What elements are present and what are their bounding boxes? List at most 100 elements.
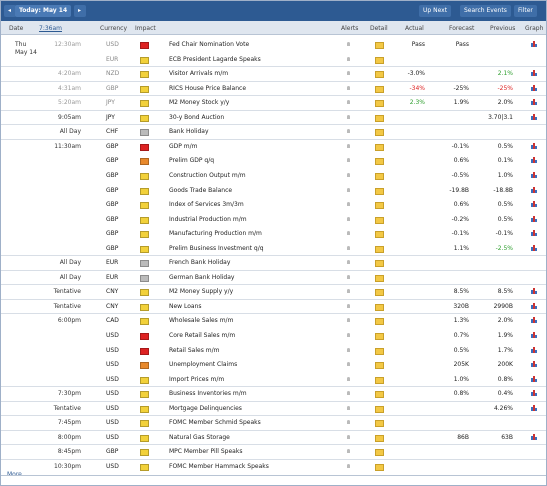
graph-icon[interactable]	[531, 84, 537, 91]
graph-icon[interactable]	[531, 302, 537, 309]
alert-icon[interactable]	[347, 245, 350, 250]
detail-icon[interactable]	[375, 187, 384, 195]
alert-icon[interactable]	[347, 420, 350, 425]
detail-icon[interactable]	[375, 56, 384, 64]
event-title[interactable]: Natural Gas Storage	[169, 433, 230, 441]
alert-icon[interactable]	[347, 434, 350, 439]
alert-icon[interactable]	[347, 42, 350, 46]
event-title[interactable]: French Bank Holiday	[169, 259, 231, 267]
detail-icon[interactable]	[375, 143, 384, 151]
detail-icon[interactable]	[375, 318, 384, 326]
alert-icon[interactable]	[347, 129, 350, 134]
detail-icon[interactable]	[375, 172, 384, 180]
detail-icon[interactable]	[375, 347, 384, 355]
event-title[interactable]: Retail Sales m/m	[169, 346, 220, 354]
graph-icon[interactable]	[531, 70, 537, 77]
event-title[interactable]: Core Retail Sales m/m	[169, 332, 236, 339]
event-title[interactable]: Visitor Arrivals m/m	[169, 70, 229, 78]
event-title[interactable]: Manufacturing Production m/m	[169, 230, 262, 238]
detail-icon[interactable]	[375, 333, 384, 340]
event-title[interactable]: M2 Money Supply y/y	[169, 288, 234, 296]
detail-icon[interactable]	[375, 274, 384, 282]
event-title[interactable]: Goods Trade Balance	[169, 186, 233, 194]
alert-icon[interactable]	[347, 216, 350, 221]
event-title[interactable]: Bank Holiday	[169, 128, 209, 136]
event-title[interactable]: FOMC Member Schmid Speaks	[169, 419, 261, 427]
alert-icon[interactable]	[347, 289, 350, 294]
alert-icon[interactable]	[347, 318, 350, 323]
graph-icon[interactable]	[531, 375, 537, 382]
alert-icon[interactable]	[347, 376, 350, 381]
alert-icon[interactable]	[347, 202, 350, 207]
detail-icon[interactable]	[375, 231, 384, 239]
prev-button[interactable]: ◂	[4, 5, 16, 17]
detail-icon[interactable]	[375, 362, 384, 370]
alert-icon[interactable]	[347, 85, 350, 90]
detail-icon[interactable]	[375, 289, 384, 297]
event-title[interactable]: GDP m/m	[169, 142, 198, 150]
event-title[interactable]: Wholesale Sales m/m	[169, 317, 234, 325]
search-button[interactable]: Search Events	[460, 5, 511, 17]
detail-icon[interactable]	[375, 391, 384, 399]
event-title[interactable]: M2 Money Stock y/y	[169, 99, 230, 107]
today-button[interactable]: Today: May 14	[15, 5, 72, 17]
detail-icon[interactable]	[375, 71, 384, 79]
graph-icon[interactable]	[531, 288, 537, 295]
alert-icon[interactable]	[347, 158, 350, 163]
detail-icon[interactable]	[375, 449, 384, 457]
alert-icon[interactable]	[347, 333, 350, 337]
event-title[interactable]: Prelim Business Investment q/q	[169, 244, 264, 252]
detail-icon[interactable]	[375, 129, 384, 137]
event-title[interactable]: Construction Output m/m	[169, 171, 246, 179]
detail-icon[interactable]	[375, 158, 384, 166]
graph-icon[interactable]	[531, 390, 537, 397]
alert-icon[interactable]	[347, 449, 350, 454]
graph-icon[interactable]	[531, 171, 537, 178]
alert-icon[interactable]	[347, 143, 350, 148]
event-title[interactable]: Prelim GDP q/q	[169, 157, 215, 165]
alert-icon[interactable]	[347, 56, 350, 61]
graph-icon[interactable]	[531, 332, 537, 338]
alert-icon[interactable]	[347, 405, 350, 410]
graph-icon[interactable]	[531, 41, 537, 47]
detail-icon[interactable]	[375, 376, 384, 384]
alert-icon[interactable]	[347, 391, 350, 396]
event-title[interactable]: Business Inventories m/m	[169, 390, 247, 398]
alert-icon[interactable]	[347, 187, 350, 192]
graph-icon[interactable]	[531, 99, 537, 106]
graph-icon[interactable]	[531, 157, 537, 164]
event-title[interactable]: Mortgage Delinquencies	[169, 404, 242, 412]
graph-icon[interactable]	[531, 230, 537, 237]
alert-icon[interactable]	[347, 347, 350, 352]
graph-icon[interactable]	[531, 186, 537, 193]
alert-icon[interactable]	[347, 303, 350, 308]
event-title[interactable]: 30-y Bond Auction	[169, 113, 225, 121]
graph-icon[interactable]	[531, 113, 537, 120]
graph-icon[interactable]	[531, 142, 537, 149]
graph-icon[interactable]	[531, 215, 537, 222]
detail-icon[interactable]	[375, 245, 384, 253]
event-title[interactable]: Index of Services 3m/3m	[169, 201, 244, 209]
detail-icon[interactable]	[375, 434, 384, 442]
event-title[interactable]: RICS House Price Balance	[169, 84, 247, 92]
event-title[interactable]: German Bank Holiday	[169, 273, 235, 281]
event-title[interactable]: MPC Member Pill Speaks	[169, 448, 243, 456]
alert-icon[interactable]	[347, 362, 350, 367]
graph-icon[interactable]	[531, 317, 537, 324]
graph-icon[interactable]	[531, 433, 537, 440]
graph-icon[interactable]	[531, 404, 537, 411]
event-title[interactable]: ECB President Lagarde Speaks	[169, 55, 261, 63]
detail-icon[interactable]	[375, 463, 384, 471]
detail-icon[interactable]	[375, 202, 384, 210]
graph-icon[interactable]	[531, 201, 537, 208]
detail-icon[interactable]	[375, 303, 384, 311]
event-title[interactable]: Import Prices m/m	[169, 375, 225, 383]
event-title[interactable]: Unemployment Claims	[169, 361, 238, 369]
graph-icon[interactable]	[531, 346, 537, 353]
alert-icon[interactable]	[347, 172, 350, 177]
up-next-button[interactable]: Up Next	[419, 5, 452, 17]
detail-icon[interactable]	[375, 114, 384, 122]
alert-icon[interactable]	[347, 274, 350, 279]
detail-icon[interactable]	[375, 85, 384, 93]
event-title[interactable]: Fed Chair Nomination Vote	[169, 41, 250, 48]
